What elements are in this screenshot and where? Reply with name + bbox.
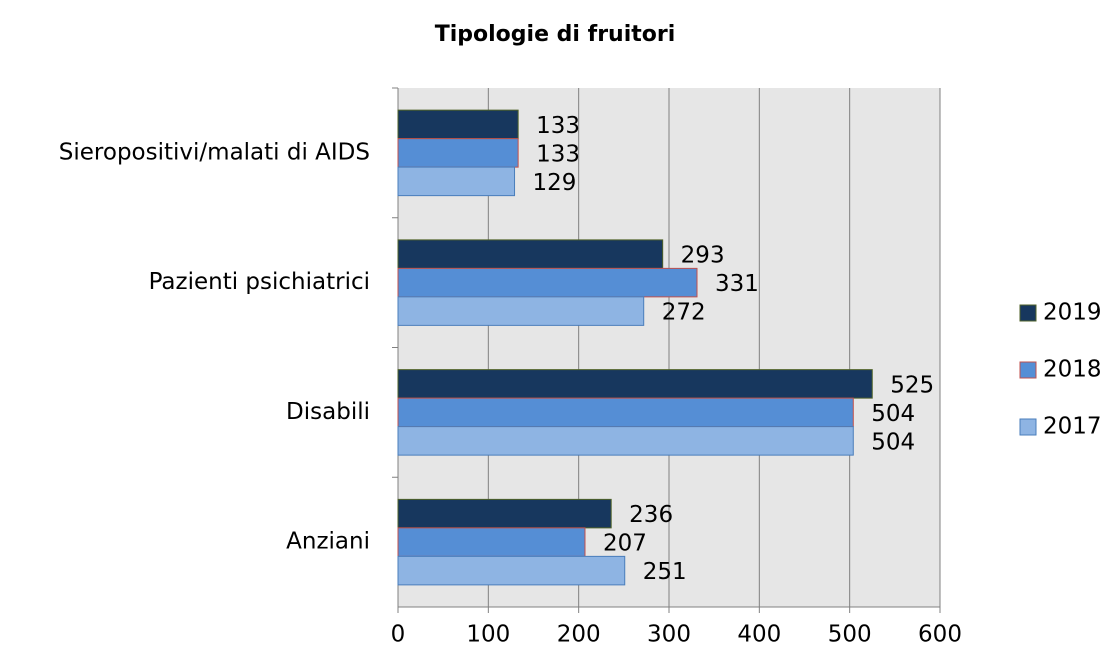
y-tick-label: Anziani	[286, 529, 370, 555]
bar	[397, 138, 519, 168]
value-label: 236	[629, 502, 673, 528]
x-tick-label: 400	[737, 622, 781, 648]
bar	[397, 397, 854, 428]
legend-label: 2017	[1043, 414, 1102, 440]
legend-swatch	[1019, 418, 1037, 436]
value-label: 251	[643, 559, 687, 585]
value-label: 293	[681, 243, 725, 269]
value-label: 504	[871, 401, 915, 427]
bar	[397, 239, 664, 269]
value-label: 504	[871, 429, 915, 455]
value-label: 331	[715, 271, 759, 297]
x-tick-label: 600	[918, 622, 962, 648]
value-label: 272	[662, 300, 706, 326]
x-tick-label: 0	[391, 622, 406, 648]
value-label: 133	[536, 141, 580, 167]
x-tick-label: 300	[647, 622, 691, 648]
legend-swatch	[1019, 361, 1037, 379]
x-tick-label: 100	[466, 622, 510, 648]
bar	[397, 498, 612, 529]
value-label: 525	[890, 372, 934, 398]
y-tick-label: Pazienti psichiatrici	[149, 269, 370, 295]
bar	[397, 527, 586, 557]
legend-swatch	[1019, 304, 1037, 322]
bar	[397, 267, 698, 298]
bar	[397, 426, 854, 456]
y-tick-label: Sieropositivi/malati di AIDS	[59, 139, 370, 165]
chart-title: Tipologie di fruitori	[435, 22, 676, 47]
x-tick-label: 200	[557, 622, 601, 648]
value-label: 133	[536, 113, 580, 139]
legend-label: 2019	[1043, 300, 1102, 326]
bar	[397, 109, 519, 140]
x-tick-label: 500	[828, 622, 872, 648]
value-label: 129	[533, 170, 577, 196]
y-tick-label: Disabili	[286, 399, 370, 425]
bar	[397, 296, 645, 326]
bar	[397, 555, 626, 586]
bar	[397, 166, 516, 197]
legend-label: 2018	[1043, 357, 1102, 383]
value-label: 207	[603, 531, 647, 557]
bar	[397, 369, 873, 399]
